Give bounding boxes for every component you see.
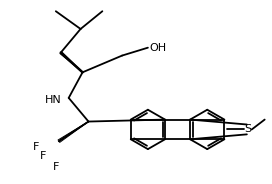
Text: F: F — [53, 162, 59, 172]
Text: F: F — [40, 151, 46, 161]
Text: HN: HN — [45, 95, 61, 105]
Text: OH: OH — [150, 43, 167, 53]
Text: F: F — [33, 142, 39, 152]
Text: S: S — [244, 124, 251, 135]
